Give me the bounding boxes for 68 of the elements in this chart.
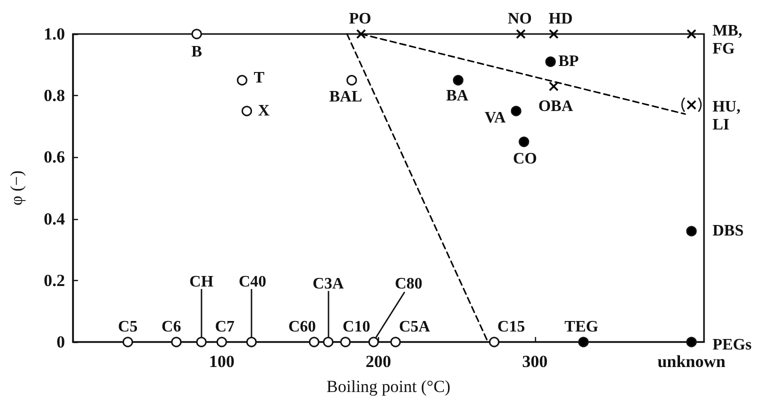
annotation: HD bbox=[548, 10, 573, 28]
y-tick-label: 0.8 bbox=[44, 86, 65, 106]
point bbox=[686, 336, 697, 348]
point bbox=[545, 56, 556, 67]
point bbox=[171, 336, 182, 348]
point bbox=[191, 28, 202, 40]
annotation: VA bbox=[484, 110, 506, 126]
point bbox=[308, 336, 320, 348]
annotation: NO bbox=[508, 10, 532, 28]
annotation: PO bbox=[348, 10, 372, 28]
point bbox=[578, 336, 589, 348]
point bbox=[122, 336, 134, 348]
x-tick-label: 100 bbox=[208, 352, 234, 371]
x-tick-label: 300 bbox=[522, 352, 548, 371]
point bbox=[686, 100, 696, 110]
annotation: C60 bbox=[288, 318, 316, 336]
point bbox=[516, 29, 526, 39]
point bbox=[686, 226, 697, 236]
annotation: HU, LI bbox=[712, 98, 740, 134]
point bbox=[242, 106, 252, 116]
point bbox=[356, 29, 366, 39]
y-axis-title: φ (−) bbox=[7, 170, 26, 206]
annotation: BA bbox=[446, 88, 469, 105]
point bbox=[216, 336, 227, 348]
annotation: B bbox=[191, 44, 202, 60]
point bbox=[548, 29, 559, 39]
annotation: C10 bbox=[342, 318, 370, 336]
x-tick-label: unknown bbox=[657, 352, 726, 371]
y-tick-label: 0 bbox=[56, 332, 65, 352]
annotation: DBS bbox=[712, 222, 744, 240]
point bbox=[390, 336, 401, 348]
annotation: MB, FG bbox=[712, 22, 742, 58]
point bbox=[488, 336, 500, 348]
annotation: BP bbox=[558, 53, 579, 70]
point bbox=[368, 336, 379, 348]
annotation: CH bbox=[189, 274, 214, 290]
y-tick-label: 0.4 bbox=[44, 209, 66, 228]
point bbox=[196, 336, 207, 348]
annotation: X bbox=[258, 102, 270, 120]
x-tick-label: 200 bbox=[366, 352, 392, 371]
annotation: BAL bbox=[329, 88, 362, 106]
annotation: PEGs bbox=[712, 336, 752, 354]
annotation: C5 bbox=[118, 318, 138, 336]
annotation: T bbox=[254, 70, 265, 87]
x-axis-title: Boiling point (°C) bbox=[326, 377, 450, 396]
point bbox=[452, 74, 464, 86]
point bbox=[548, 81, 559, 92]
point bbox=[510, 106, 522, 116]
annotation: C6 bbox=[162, 318, 182, 336]
annotation: C3A bbox=[312, 276, 344, 292]
point bbox=[246, 336, 257, 348]
annotation: OBA bbox=[538, 98, 574, 115]
annotation: C40 bbox=[238, 274, 266, 290]
annotation: C80 bbox=[394, 276, 422, 292]
annotation: CO bbox=[512, 150, 537, 168]
y-tick-label: 0.6 bbox=[44, 148, 65, 167]
y-tick-label: 0.2 bbox=[44, 270, 65, 290]
annotation: C5A bbox=[398, 318, 431, 336]
annotation: TEG bbox=[564, 318, 599, 336]
annotation: C7 bbox=[214, 318, 235, 336]
point bbox=[236, 74, 248, 86]
y-tick-label: 1.0 bbox=[44, 24, 65, 44]
point bbox=[322, 336, 334, 348]
point bbox=[518, 136, 530, 148]
annotation: C15 bbox=[497, 318, 525, 336]
point bbox=[686, 29, 696, 39]
point bbox=[340, 336, 351, 348]
point bbox=[346, 74, 357, 86]
